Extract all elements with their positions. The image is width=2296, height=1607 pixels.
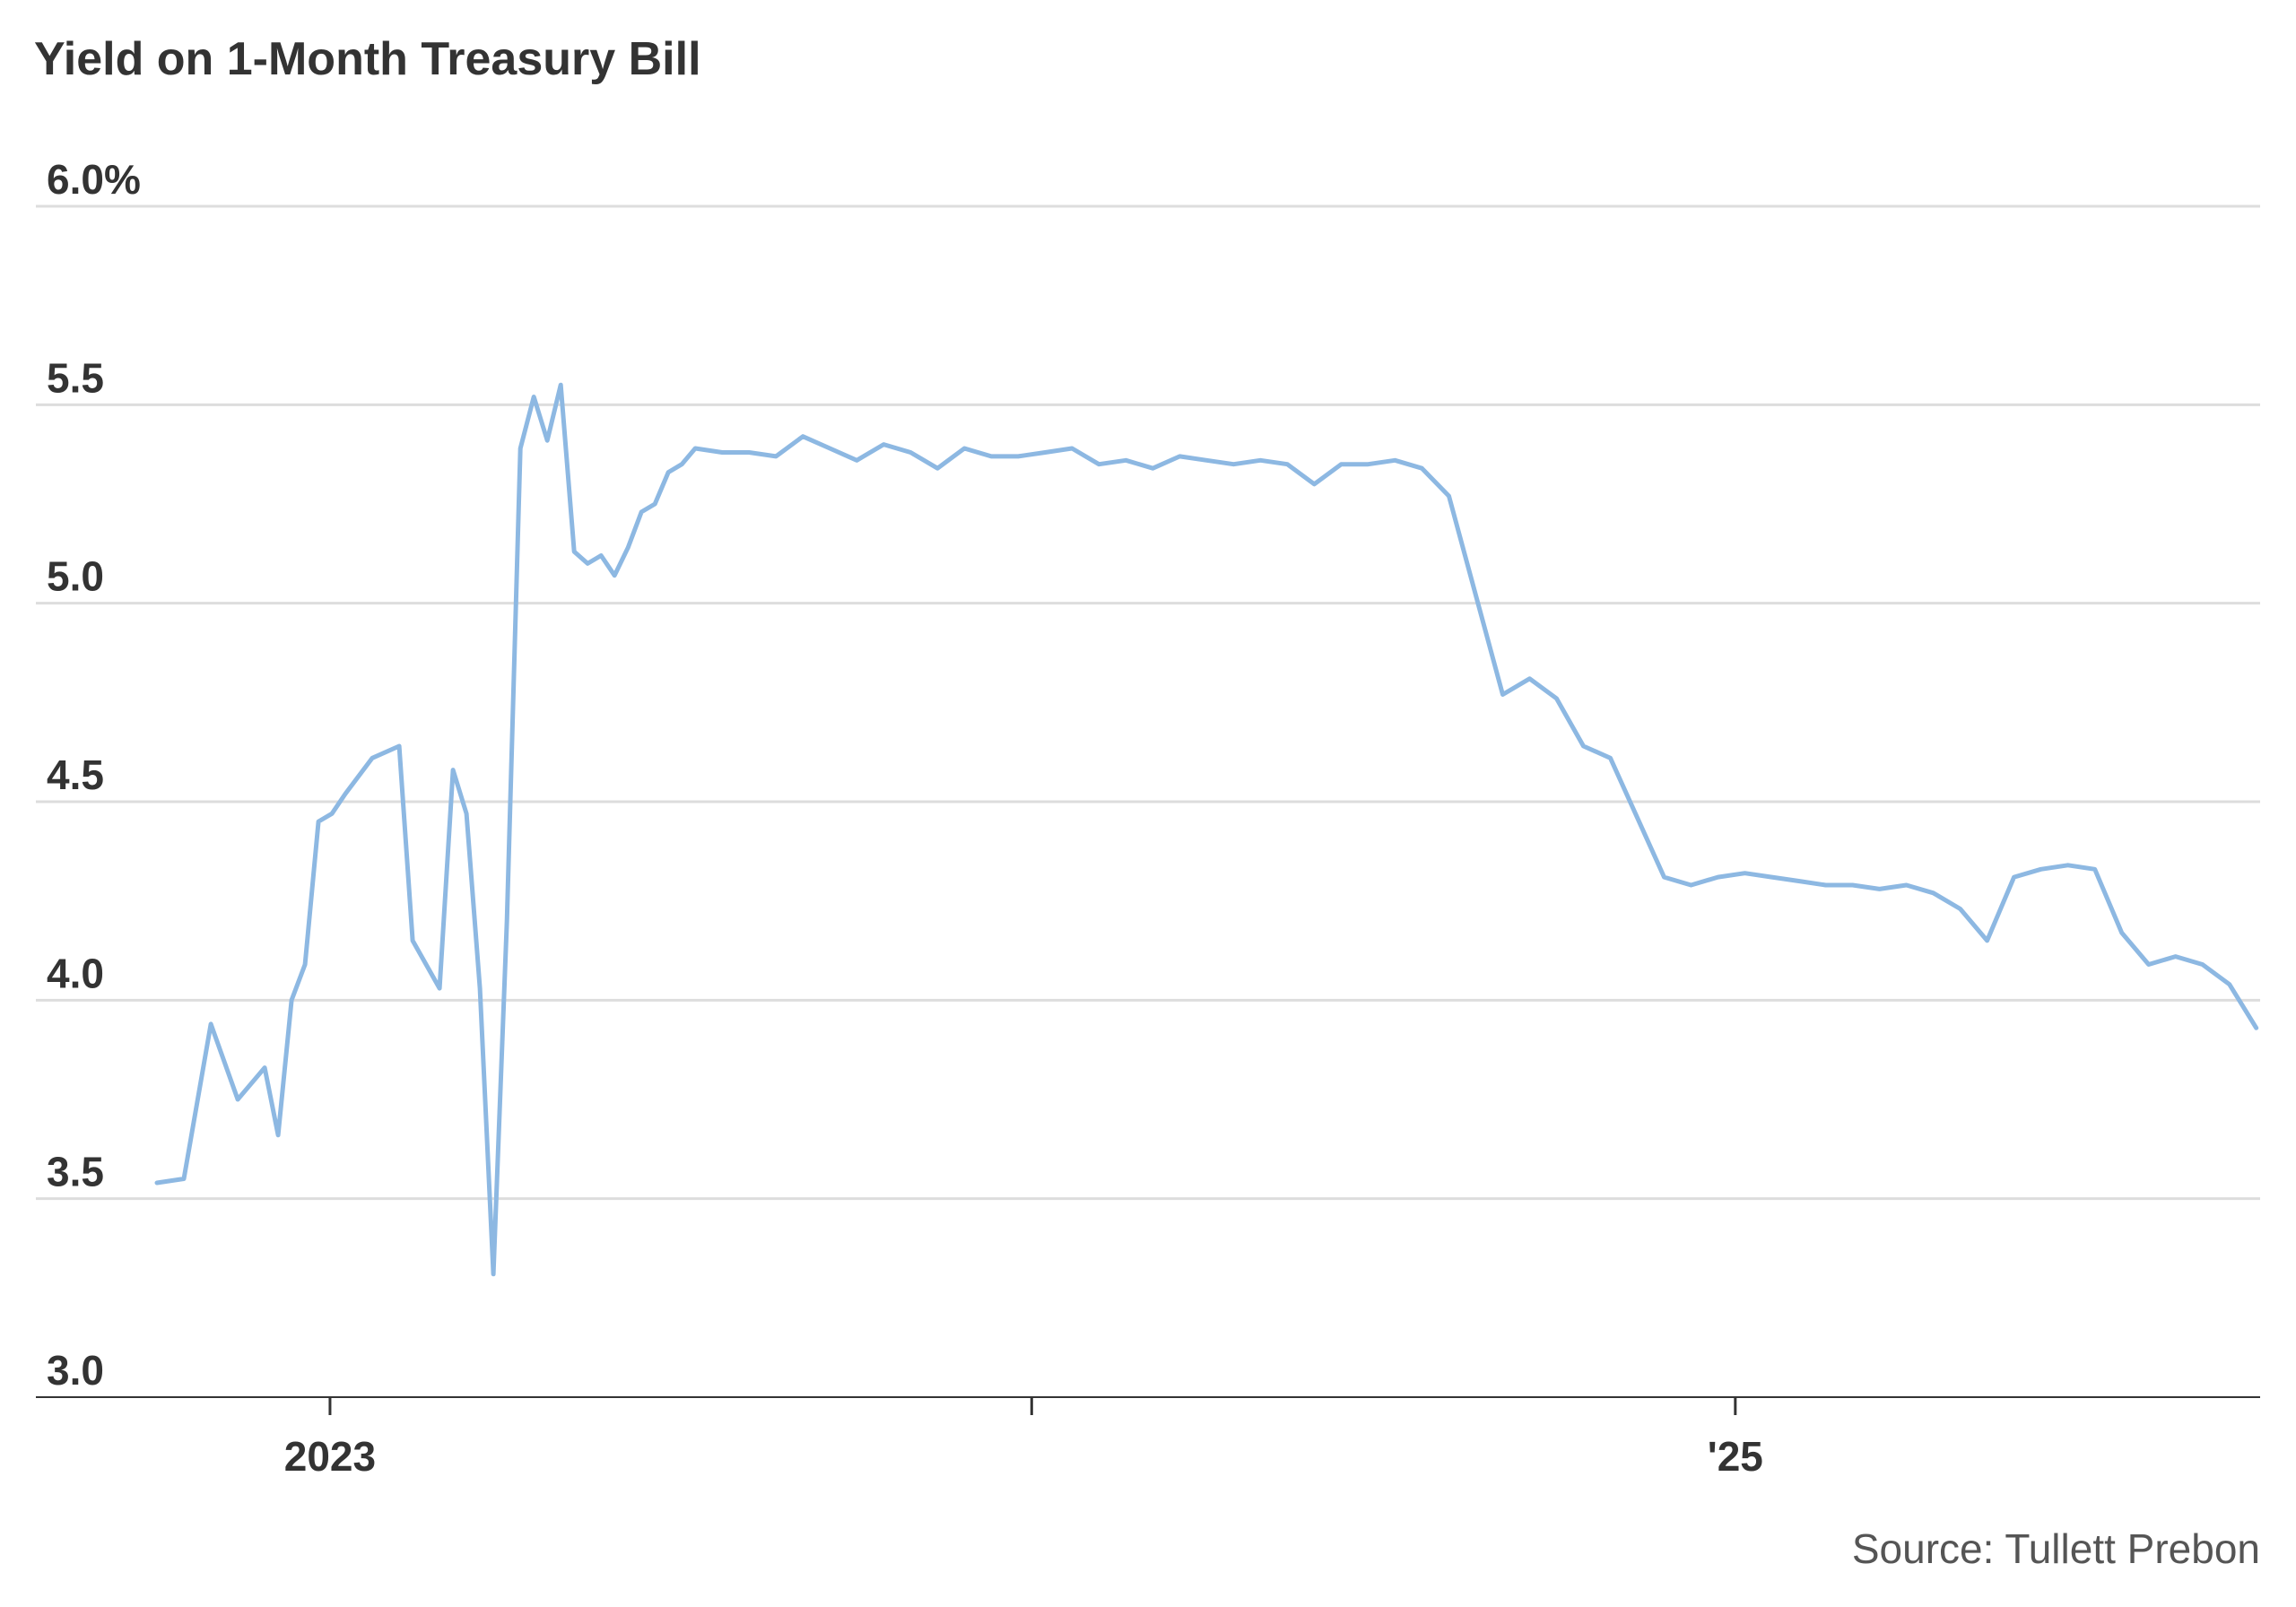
source-note: Source: Tullett Prebon (1852, 1525, 2260, 1572)
axis-layer: 6.0% 5.5 5.0 4.5 4.0 3.5 3.0 2023 '25 (36, 156, 2260, 1480)
y-tick-label: 4.5 (47, 751, 104, 798)
x-tick-label: 2023 (284, 1433, 376, 1480)
series-layer (154, 382, 2259, 1277)
y-tick-label: 3.5 (47, 1149, 104, 1195)
chart-title: Yield on 1-Month Treasury Bill (34, 33, 701, 85)
y-tick-label: 6.0% (47, 156, 141, 203)
grid-layer (36, 204, 2260, 1201)
y-tick-label: 3.0 (47, 1347, 104, 1394)
series-line (154, 382, 2259, 1277)
x-tick-label: '25 (1708, 1433, 1763, 1480)
y-tick-label: 5.0 (47, 553, 104, 600)
y-tick-label: 5.5 (47, 354, 104, 401)
y-tick-label: 4.0 (47, 950, 104, 996)
